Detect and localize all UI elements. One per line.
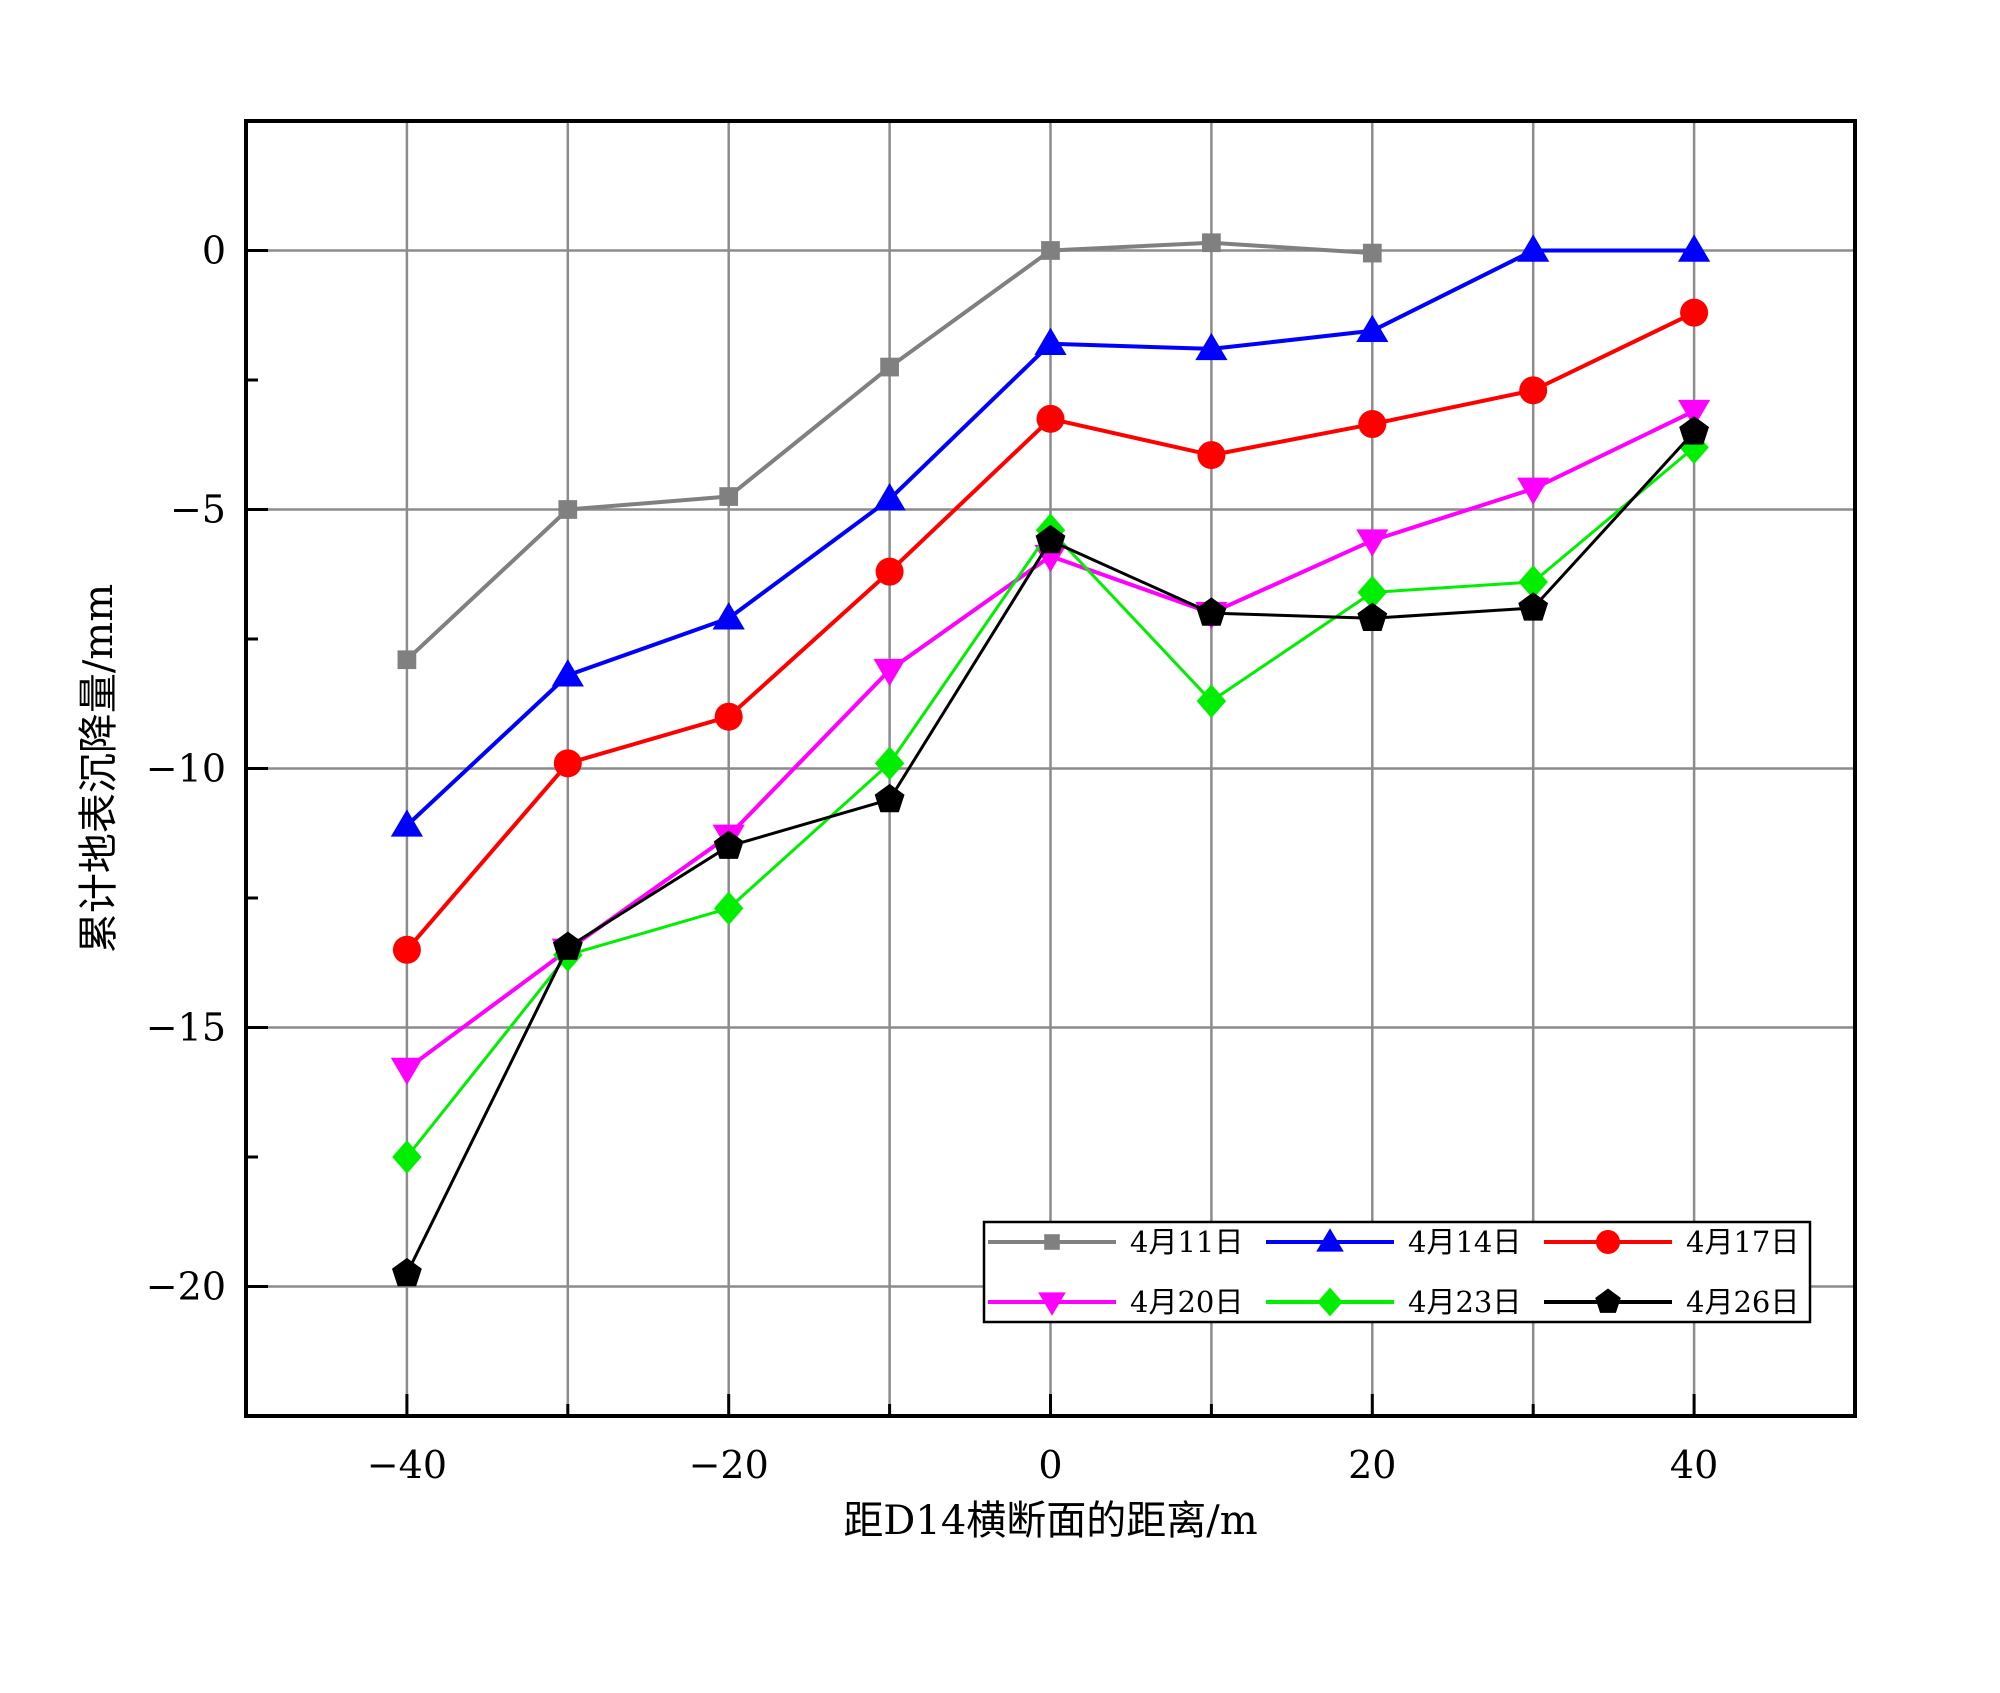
legend-box (982, 1220, 1812, 1324)
x-tick-label: −20 (689, 1443, 769, 1487)
legend-item: 4月20日 (988, 1285, 1243, 1319)
y-axis-title: 累计地表沉降量/mm (76, 584, 122, 953)
data-point-triangle-down (873, 658, 906, 687)
legend-item: 4月17日 (1544, 1225, 1799, 1259)
data-point-circle (875, 557, 904, 586)
data-point-diamond (874, 746, 905, 781)
data-point-circle (1036, 404, 1065, 433)
series-layer (390, 233, 1711, 1287)
series-1 (390, 234, 1711, 837)
series-0 (397, 233, 1382, 670)
data-point-triangle-down (1356, 529, 1389, 557)
axis-ticks (246, 119, 1696, 1416)
data-point-square (1041, 241, 1060, 260)
legend: 4月11日 4月14日 4月17日 4月20日 4月23日 4月26日 (982, 1220, 1812, 1324)
legend-item: 4月14日 (1266, 1225, 1521, 1259)
y-tick-label: −15 (146, 1006, 226, 1050)
data-point-diamond (1196, 684, 1227, 718)
legend-label: 4月17日 (1686, 1225, 1799, 1259)
y-tick-label: 0 (202, 229, 226, 273)
data-point-circle (392, 935, 421, 964)
legend-label: 4月23日 (1408, 1285, 1521, 1319)
data-point-triangle-up (551, 659, 584, 687)
data-point-triangle-up (1678, 234, 1711, 262)
data-point-diamond (714, 891, 744, 926)
series-5 (391, 416, 1710, 1287)
y-tick-label: −10 (146, 747, 226, 791)
tick-labels: −40 −20 0 20 40 0 −5 −10 −15 −20 (146, 229, 1718, 1488)
data-point-triangle-up (1517, 234, 1550, 262)
legend-label: 4月20日 (1130, 1285, 1243, 1319)
data-point-square (1362, 243, 1382, 263)
data-point-triangle-up (873, 483, 906, 511)
legend-item: 4月11日 (988, 1225, 1243, 1259)
data-point-pentagon (1196, 597, 1227, 626)
x-axis-title: 距D14横断面的距离/m (843, 1498, 1257, 1544)
data-point-pentagon (552, 931, 583, 960)
data-point-circle (1358, 410, 1387, 439)
data-point-triangle-down (390, 1057, 423, 1086)
legend-label: 4月11日 (1130, 1225, 1243, 1259)
data-point-triangle-down (1517, 477, 1550, 505)
x-tick-label: 0 (1038, 1443, 1062, 1487)
data-point-triangle-up (1316, 1228, 1344, 1252)
data-point-triangle-up (1356, 314, 1389, 342)
data-point-pentagon (874, 783, 905, 813)
data-point-pentagon (713, 830, 744, 859)
data-point-pentagon (1595, 1288, 1621, 1313)
data-point-triangle-down (1678, 399, 1711, 428)
data-point-square (397, 650, 417, 670)
data-point-circle (1596, 1230, 1620, 1254)
data-point-pentagon (1035, 524, 1066, 554)
data-point-triangle-up (390, 809, 423, 837)
data-point-diamond (392, 1140, 422, 1174)
data-point-square (880, 357, 899, 377)
data-point-triangle-up (1195, 332, 1228, 361)
legend-label: 4月26日 (1686, 1285, 1799, 1319)
data-point-circle (553, 749, 582, 778)
legend-item: 4月26日 (1544, 1285, 1799, 1319)
x-tick-label: −40 (367, 1443, 447, 1487)
y-tick-label: −20 (146, 1265, 226, 1309)
data-point-circle (1197, 441, 1226, 470)
data-point-triangle-up (712, 602, 745, 630)
data-point-diamond (1357, 575, 1387, 610)
plot-frame (244, 119, 1857, 1418)
data-point-square (1202, 233, 1221, 253)
data-point-pentagon (391, 1257, 422, 1287)
data-point-triangle-up (1034, 327, 1067, 355)
data-point-circle (1680, 298, 1709, 327)
data-point-square (558, 500, 578, 519)
legend-label: 4月14日 (1408, 1225, 1521, 1259)
series-2 (392, 298, 1709, 964)
data-point-pentagon (1679, 416, 1710, 445)
data-point-triangle-down (1038, 1292, 1066, 1316)
data-point-square (719, 487, 739, 506)
x-tick-label: 20 (1348, 1443, 1396, 1487)
data-point-pentagon (1518, 592, 1549, 621)
data-point-pentagon (1357, 602, 1388, 631)
legend-item: 4月23日 (1266, 1285, 1521, 1319)
data-point-circle (714, 702, 743, 731)
data-point-diamond (1518, 565, 1548, 599)
data-point-diamond (1317, 1287, 1343, 1317)
x-tick-label: 40 (1670, 1443, 1718, 1487)
data-point-square (1044, 1234, 1060, 1250)
data-point-circle (1519, 376, 1548, 405)
y-tick-label: −5 (170, 488, 226, 532)
